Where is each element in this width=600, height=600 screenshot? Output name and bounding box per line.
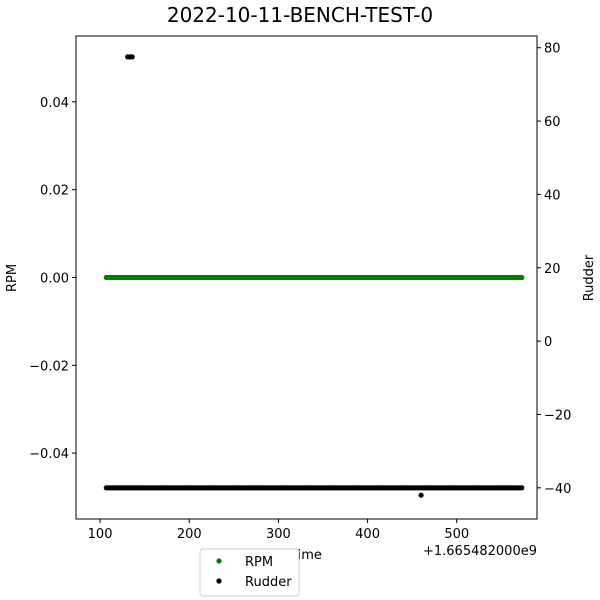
rudder-point [519, 485, 525, 491]
y-right-tick-label: 40 [544, 188, 561, 203]
y-axis-left: −0.04 −0.02 0.00 0.02 0.04 [29, 96, 76, 462]
y-right-tick-label: 60 [544, 115, 561, 130]
y-left-tick-label: −0.02 [29, 359, 69, 374]
y-right-tick-label: −20 [544, 408, 571, 423]
rudder-outlier-point [129, 54, 135, 60]
legend-marker-rudder [216, 578, 222, 584]
series-layer [103, 54, 525, 498]
y-left-tick-label: 0.04 [40, 96, 69, 111]
x-tick-label: 100 [88, 527, 113, 542]
x-tick-label: 200 [177, 527, 202, 542]
y-left-tick-label: 0.00 [40, 272, 69, 287]
legend: RPM Rudder [199, 548, 300, 597]
y-axis-left-label: RPM [5, 264, 20, 292]
x-tick-label: 300 [266, 527, 291, 542]
y-left-tick-label: 0.02 [40, 184, 69, 199]
y-axis-right-label: Rudder [582, 254, 597, 301]
y-right-tick-label: −40 [544, 482, 571, 497]
legend-frame [199, 548, 300, 597]
y-axis-right: −40 −20 0 20 40 60 80 [537, 42, 571, 497]
y-left-tick-label: −0.04 [29, 447, 69, 462]
chart-title: 2022-10-11-BENCH-TEST-0 [167, 3, 433, 27]
rudder-outlier-point [418, 492, 424, 498]
y-right-tick-label: 20 [544, 262, 561, 277]
legend-label-rudder: Rudder [245, 575, 292, 590]
x-axis-offset-label: +1.665482000e9 [423, 544, 537, 559]
rpm-point [519, 274, 525, 281]
legend-marker-rpm [216, 558, 222, 564]
x-tick-label: 500 [444, 527, 469, 542]
y-right-tick-label: 0 [544, 335, 552, 350]
x-tick-label: 400 [355, 527, 380, 542]
y-right-tick-label: 80 [544, 42, 561, 57]
x-axis: 100 200 300 400 500 [88, 519, 469, 542]
legend-label-rpm: RPM [245, 555, 273, 570]
